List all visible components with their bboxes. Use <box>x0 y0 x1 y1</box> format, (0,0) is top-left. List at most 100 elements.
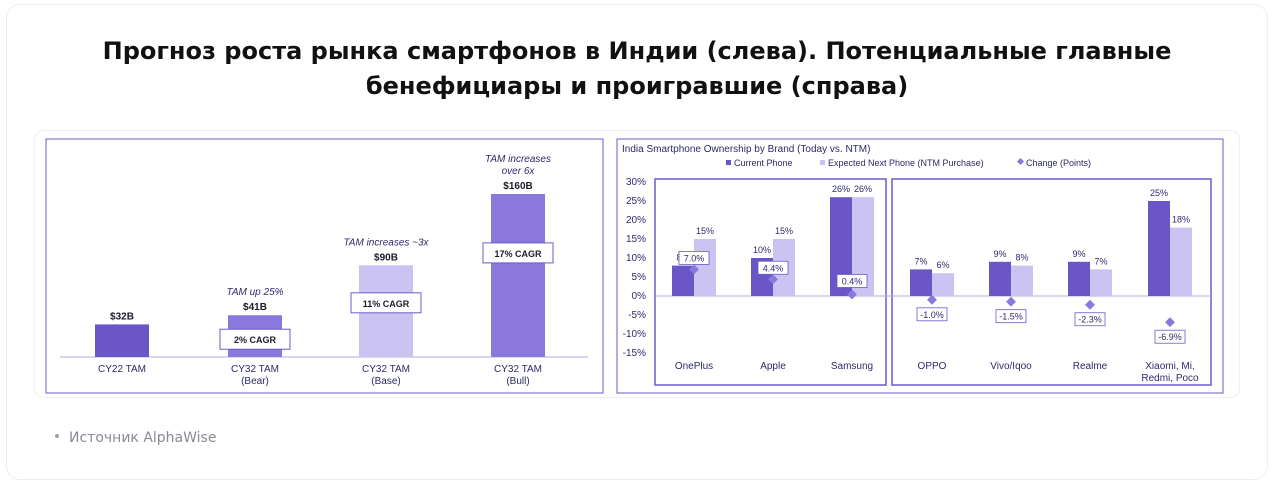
current-phone-label: 9% <box>993 249 1006 259</box>
change-marker <box>1165 317 1175 328</box>
source-note: Источник AlphaWise <box>55 430 216 446</box>
current-phone-bar <box>1068 261 1090 296</box>
change-label-box <box>1074 312 1106 327</box>
y-tick-label: -5% <box>628 310 646 321</box>
legend-label: Expected Next Phone (NTM Purchase) <box>828 158 984 168</box>
legend-label: Current Phone <box>734 158 793 168</box>
current-phone-bar <box>989 261 1011 296</box>
change-marker <box>1006 296 1016 307</box>
tam-category-sublabel: (Bull) <box>506 376 529 387</box>
legend-label: Change (Points) <box>1026 158 1091 168</box>
change-marker <box>1085 299 1095 310</box>
page-title: Прогноз роста рынка смартфонов в Индии (… <box>0 34 1274 104</box>
change-label-box <box>836 274 868 288</box>
tam-annotation: TAM increases over 6x <box>485 154 551 177</box>
tam-annotation: TAM up 25% <box>226 287 283 298</box>
cagr-label: 17% CAGR <box>494 249 542 259</box>
change-marker <box>847 289 857 300</box>
brand-label: Xiaomi, Mi, Redmi, Poco <box>1141 361 1199 384</box>
change-label-box <box>678 250 710 265</box>
current-phone-bar <box>672 265 694 296</box>
current-phone-label: 10% <box>753 245 771 255</box>
losers-group-box <box>891 178 1212 386</box>
tam-category-label: CY22 TAM <box>98 364 146 375</box>
next-phone-bar <box>694 239 716 296</box>
y-tick-label: 10% <box>626 253 646 264</box>
brand-label: Vivo/Iqoo <box>990 361 1032 372</box>
change-label: 4.4% <box>763 263 784 273</box>
left-chart-frame <box>45 138 604 394</box>
cagr-label: 11% CAGR <box>363 299 410 309</box>
change-marker <box>927 294 937 305</box>
page-title-line-1: Прогноз роста рынка смартфонов в Индии (… <box>102 37 1172 65</box>
next-phone-label: 6% <box>936 260 949 270</box>
next-phone-label: 8% <box>1015 253 1028 263</box>
tam-category-label: CY32 TAM <box>231 364 279 375</box>
right-chart-title: India Smartphone Ownership by Brand (Tod… <box>622 144 870 155</box>
tam-category-sublabel: (Bear) <box>241 376 269 387</box>
gainers-group-box <box>654 178 887 386</box>
next-phone-bar <box>1011 265 1033 296</box>
next-phone-label: 26% <box>854 184 872 194</box>
tam-category-label: CY32 TAM <box>494 364 542 375</box>
next-phone-label: 7% <box>1094 256 1107 266</box>
tam-category-label: CY32 TAM <box>362 364 410 375</box>
brand-label: OPPO <box>918 361 947 372</box>
current-phone-bar <box>830 197 852 296</box>
y-tick-label: 30% <box>626 177 646 188</box>
cagr-box <box>482 242 554 264</box>
cagr-box <box>219 328 291 350</box>
y-tick-label: 5% <box>632 272 647 283</box>
next-phone-label: 15% <box>775 226 793 236</box>
tam-bar <box>95 324 149 357</box>
next-phone-bar <box>1170 227 1192 296</box>
tam-value-label: $90B <box>374 252 398 263</box>
change-label-box <box>916 307 948 322</box>
brand-label: Apple <box>760 361 786 372</box>
tam-bar <box>491 194 545 357</box>
tam-value-label: $32B <box>110 311 134 322</box>
change-marker <box>768 274 778 285</box>
tam-annotation: TAM increases ~3x <box>343 237 429 248</box>
y-tick-label: 25% <box>626 196 646 207</box>
legend-swatch <box>726 160 731 165</box>
y-tick-label: 20% <box>626 215 646 226</box>
legend-swatch <box>820 160 825 165</box>
brand-label: OnePlus <box>675 361 713 372</box>
cagr-box <box>350 292 422 314</box>
right-chart-frame <box>616 138 1224 394</box>
change-label: 0.4% <box>842 276 863 286</box>
next-phone-label: 18% <box>1172 215 1190 225</box>
change-label: -2.3% <box>1078 315 1102 325</box>
y-tick-label: -15% <box>623 348 646 359</box>
y-tick-label: 0% <box>632 291 647 302</box>
tam-category-sublabel: (Base) <box>371 376 400 387</box>
change-label-box <box>757 260 789 275</box>
next-phone-bar <box>1090 269 1112 296</box>
change-label: -1.0% <box>920 310 944 320</box>
brand-label: Realme <box>1073 361 1108 372</box>
current-phone-bar <box>910 269 932 296</box>
cagr-label: 2% CAGR <box>234 335 277 345</box>
current-phone-label: 26% <box>832 184 850 194</box>
current-phone-label: 9% <box>1072 249 1085 259</box>
change-label-box <box>995 309 1027 324</box>
tam-value-label: $160B <box>503 181 532 192</box>
brand-label: Samsung <box>831 361 873 372</box>
next-phone-label: 15% <box>696 226 714 236</box>
change-label: 7.0% <box>684 253 705 263</box>
next-phone-bar <box>852 197 874 296</box>
change-label: -1.5% <box>999 312 1023 322</box>
change-label-box <box>1154 329 1186 344</box>
current-phone-bar <box>1148 201 1170 296</box>
legend-swatch <box>1016 157 1025 166</box>
next-phone-bar <box>932 273 954 296</box>
y-tick-label: 15% <box>626 234 646 245</box>
source-label: Источник AlphaWise <box>69 430 217 446</box>
current-phone-label: 7% <box>914 256 927 266</box>
current-phone-label: 25% <box>1150 188 1168 198</box>
change-label: -6.9% <box>1158 332 1182 342</box>
page-title-line-2: бенефициары и проигравшие (справа) <box>365 72 909 100</box>
tam-value-label: $41B <box>243 302 267 313</box>
